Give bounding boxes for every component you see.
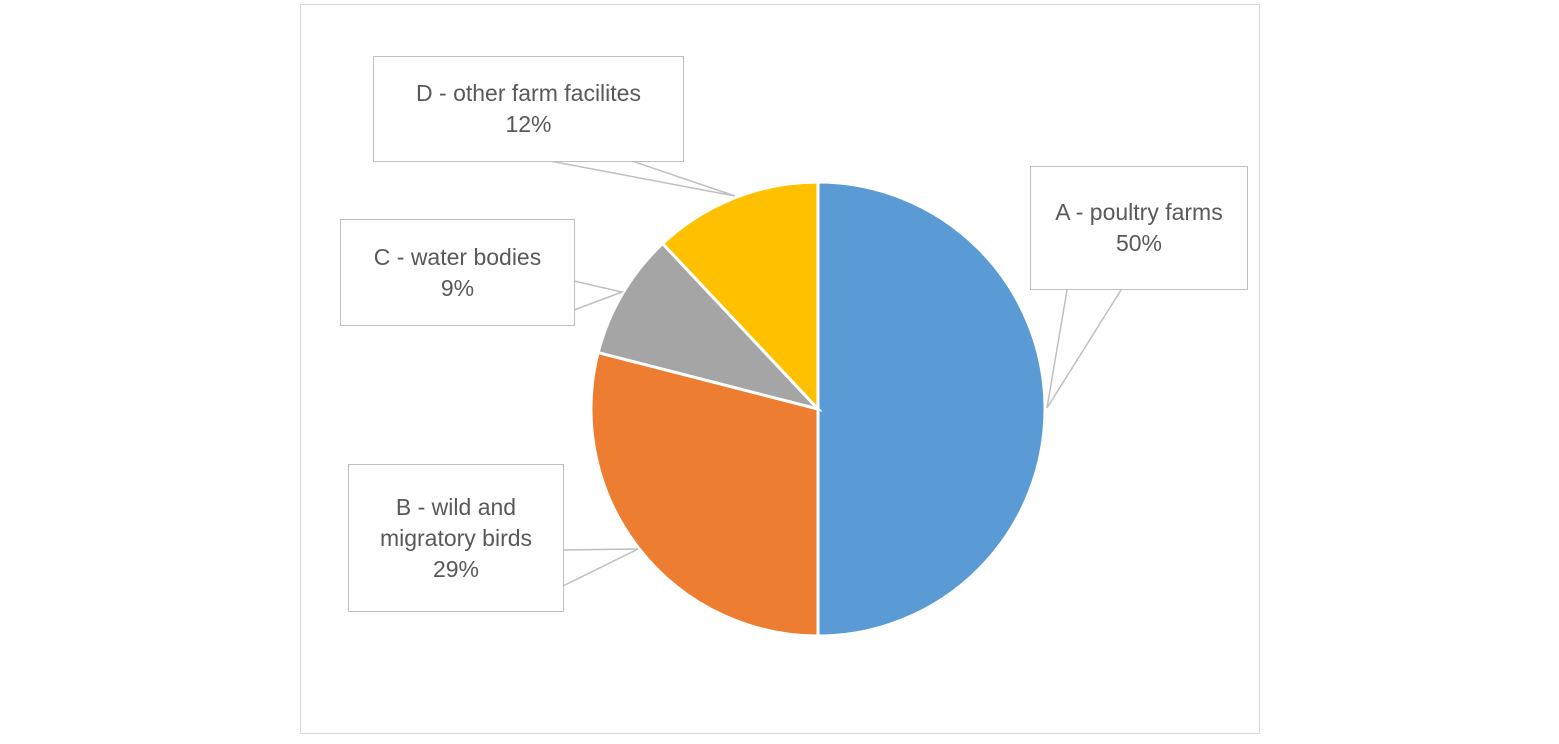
data-callout: B - wild and migratory birds 29% [348,464,564,612]
value-label: 50% [1115,230,1163,256]
leader-line [562,548,639,587]
pie-slice [816,180,1047,638]
category-label: C - water bodies [373,243,542,270]
data-callout: C - water bodies 9% [340,219,575,326]
chart-frame [300,4,1260,734]
pie-slice [589,350,820,638]
leader-lines [549,160,1122,587]
category-label: B - wild and migratory birds [379,493,533,551]
data-callout: A - poultry farms 50% [1030,166,1248,290]
leader-line [549,160,736,197]
category-label: A - poultry farms [1055,199,1223,225]
category-label: D - other farm facilites [416,80,641,106]
value-label: 29% [432,555,480,582]
value-label: 9% [440,274,475,301]
pie-slice [660,180,820,413]
value-label: 12% [505,111,552,137]
leader-line [573,280,625,311]
data-callout: D - other farm facilites 12% [373,56,684,162]
leader-line [1046,289,1122,409]
pie-slice [596,241,823,412]
